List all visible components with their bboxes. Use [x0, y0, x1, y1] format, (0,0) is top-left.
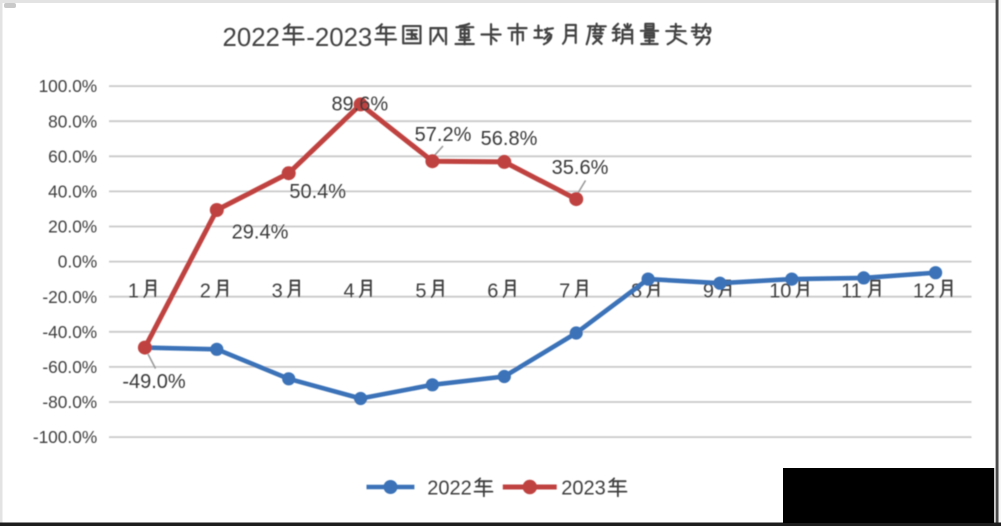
svg-text:80.0%: 80.0% [48, 111, 97, 131]
svg-text:2023: 2023 [561, 478, 606, 500]
svg-text:-100.0%: -100.0% [33, 427, 97, 447]
svg-text:10: 10 [769, 281, 791, 303]
svg-text:8: 8 [631, 281, 642, 303]
svg-text:9: 9 [703, 281, 714, 303]
svg-text:11: 11 [841, 281, 862, 303]
svg-text:7: 7 [559, 281, 570, 303]
svg-text:6: 6 [487, 281, 498, 303]
svg-text:4: 4 [344, 281, 355, 303]
svg-text:35.6%: 35.6% [552, 157, 609, 179]
svg-text:2022: 2022 [427, 478, 472, 500]
svg-text:56.8%: 56.8% [481, 128, 538, 150]
svg-text:12: 12 [913, 281, 935, 303]
svg-text:40.0%: 40.0% [48, 182, 97, 202]
svg-text:89.6%: 89.6% [331, 94, 388, 116]
svg-text:60.0%: 60.0% [48, 146, 97, 166]
svg-text:20.0%: 20.0% [48, 217, 97, 237]
svg-text:-80.0%: -80.0% [42, 392, 97, 412]
svg-text:1: 1 [128, 281, 139, 303]
svg-text:-60.0%: -60.0% [42, 357, 97, 377]
svg-text:0.0%: 0.0% [58, 252, 97, 272]
svg-text:100.0%: 100.0% [39, 76, 98, 96]
svg-text:5: 5 [415, 281, 426, 303]
svg-text:3: 3 [272, 281, 283, 303]
svg-text:2: 2 [200, 281, 211, 303]
svg-text:-2023: -2023 [306, 24, 372, 52]
svg-text:-40.0%: -40.0% [42, 322, 97, 342]
svg-text:-49.0%: -49.0% [122, 371, 186, 393]
svg-text:2022: 2022 [223, 24, 280, 52]
svg-text:57.2%: 57.2% [415, 124, 472, 146]
svg-text:-20.0%: -20.0% [42, 287, 97, 307]
svg-text:29.4%: 29.4% [232, 222, 289, 244]
svg-text:50.4%: 50.4% [289, 181, 346, 203]
